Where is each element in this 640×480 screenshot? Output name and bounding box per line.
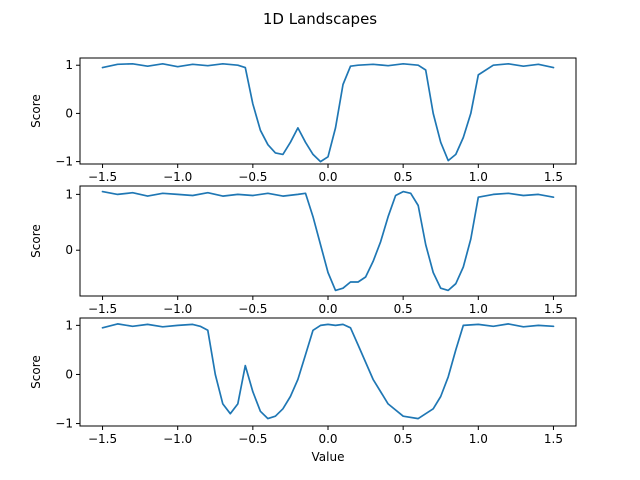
y-tick-label: 0 [65, 106, 73, 120]
x-tick-label: −1.5 [88, 432, 117, 446]
subplot-3: −1.5 −1.0 −0.5 0.0 0.5 1.0 1.5 −1 0 1 Score Value [29, 317, 577, 464]
subplot-1: −1.5 −1.0 −0.5 0.0 0.5 1.0 1.5 −1 0 1 Score [29, 57, 577, 184]
subplot-1-y-axis-label: Score [29, 94, 43, 128]
y-tick-label: −1 [55, 417, 73, 431]
x-tick-label: 0.5 [394, 170, 413, 184]
x-tick-label: −0.5 [238, 432, 267, 446]
x-tick-label: −1.0 [163, 432, 192, 446]
subplot-3-y-axis-label: Score [29, 355, 43, 389]
x-tick-label: −0.5 [238, 302, 267, 316]
x-tick-label: −0.5 [238, 170, 267, 184]
x-tick-label: 1.5 [544, 302, 563, 316]
figure-title: 1D Landscapes [263, 10, 377, 28]
subplot-1-series-line [101, 62, 555, 163]
y-tick-label: −1 [55, 155, 73, 169]
x-tick-label: 1.5 [544, 432, 563, 446]
subplot-2-frame [79, 185, 577, 297]
subplot-3-frame [79, 317, 577, 427]
subplot-2-y-axis-label: Score [29, 224, 43, 258]
y-tick-label: 1 [65, 187, 73, 201]
x-tick-label: 1.0 [469, 302, 488, 316]
x-axis-label: Value [312, 450, 345, 464]
x-tick-label: −1.0 [163, 302, 192, 316]
x-tick-label: −1.0 [163, 170, 192, 184]
y-tick-label: 1 [65, 318, 73, 332]
subplot-2-series-line [101, 190, 555, 292]
x-tick-label: 0.0 [318, 432, 337, 446]
x-tick-label: 0.5 [394, 302, 413, 316]
x-tick-label: 1.0 [469, 170, 488, 184]
x-tick-label: 0.0 [318, 302, 337, 316]
x-tick-label: −1.5 [88, 170, 117, 184]
subplot-2: −1.5 −1.0 −0.5 0.0 0.5 1.0 1.5 0 1 Score [29, 185, 577, 316]
x-tick-label: −1.5 [88, 302, 117, 316]
y-tick-label: 1 [65, 58, 73, 72]
y-tick-label: 0 [65, 243, 73, 257]
x-tick-label: 1.5 [544, 170, 563, 184]
x-tick-label: 1.0 [469, 432, 488, 446]
subplot-3-series-line [101, 323, 555, 420]
x-tick-label: 0.0 [318, 170, 337, 184]
x-tick-label: 0.5 [394, 432, 413, 446]
subplot-1-frame [79, 57, 577, 165]
y-tick-label: 0 [65, 367, 73, 381]
